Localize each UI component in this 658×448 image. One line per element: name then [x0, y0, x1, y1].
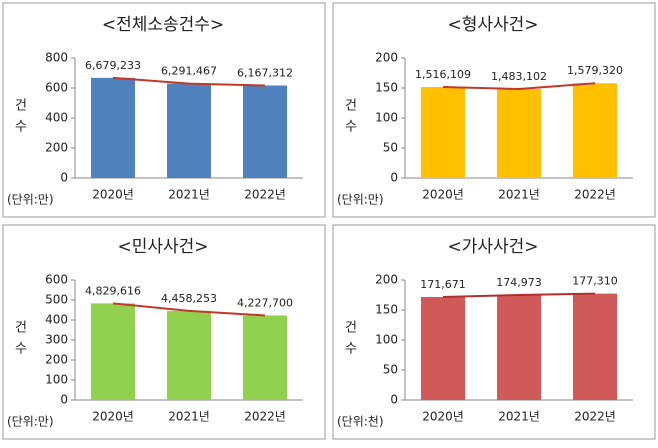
bar: [91, 303, 135, 400]
y-tick-label: 200: [45, 141, 68, 155]
y-axis-label: 건수: [12, 98, 27, 140]
bar: [421, 87, 465, 178]
y-tick-label: 200: [375, 273, 398, 287]
x-tick-label: 2021년: [168, 188, 210, 202]
panel-border: [332, 2, 656, 218]
x-tick-label: 2020년: [422, 410, 464, 424]
value-label: 4,829,616: [85, 284, 141, 297]
y-tick-label: 150: [375, 81, 398, 95]
y-tick-label: 800: [45, 51, 68, 65]
y-tick-label: 600: [45, 273, 68, 287]
x-tick-label: 2021년: [168, 410, 210, 424]
unit-label: (단위:만): [337, 193, 384, 207]
bar: [497, 295, 541, 400]
y-tick-label: 500: [45, 293, 68, 307]
y-tick-label: 600: [45, 81, 68, 95]
trend-line: [442, 292, 596, 298]
y-tick-label: 0: [60, 171, 68, 185]
x-tick-label: 2022년: [244, 410, 286, 424]
x-tick-label: 2022년: [574, 410, 616, 424]
x-tick-label: 2020년: [92, 410, 134, 424]
y-tick-label: 100: [45, 373, 68, 387]
bar: [243, 85, 287, 178]
trend-line: [442, 82, 596, 91]
value-label: 1,516,109: [415, 68, 471, 81]
value-label: 6,679,233: [85, 59, 141, 72]
y-tick-label: 100: [375, 111, 398, 125]
value-label: 174,973: [496, 276, 542, 289]
chart-title: <전체소송건수>: [102, 15, 224, 35]
y-tick-label: 50: [383, 141, 398, 155]
unit-label: (단위:만): [7, 415, 54, 429]
y-tick-label: 150: [375, 303, 398, 317]
y-tick-label: 200: [45, 353, 68, 367]
bar: [167, 83, 211, 178]
bar: [573, 293, 617, 400]
value-label: 177,310: [572, 275, 618, 288]
value-label: 4,227,700: [237, 296, 293, 309]
panel-border: [2, 224, 326, 440]
x-tick-label: 2020년: [422, 188, 464, 202]
unit-label: (단위:천): [337, 414, 384, 429]
bar: [421, 296, 465, 400]
y-axis-label: 건수: [342, 320, 357, 362]
y-tick-label: 0: [60, 393, 68, 407]
y-tick-label: 400: [45, 111, 68, 125]
value-label: 1,483,102: [491, 70, 547, 83]
y-tick-label: 50: [383, 363, 398, 377]
panel-border: [2, 2, 326, 218]
y-axis-label: 건수: [12, 320, 27, 362]
x-tick-label: 2021년: [498, 188, 540, 202]
y-tick-label: 200: [375, 51, 398, 65]
unit-label: (단위:만): [7, 193, 54, 207]
value-label: 171,671: [420, 278, 466, 291]
y-tick-label: 400: [45, 313, 68, 327]
chart-title: <형사사건>: [447, 15, 538, 35]
y-tick-label: 0: [390, 393, 398, 407]
bar: [497, 89, 541, 178]
trend-line: [112, 302, 266, 317]
value-label: 1,579,320: [567, 64, 623, 77]
y-tick-label: 300: [45, 333, 68, 347]
panel-border: [332, 224, 656, 440]
bar: [91, 77, 135, 178]
bar: [573, 83, 617, 178]
x-tick-label: 2020년: [92, 188, 134, 202]
x-tick-label: 2022년: [574, 188, 616, 202]
y-tick-label: 100: [375, 333, 398, 347]
chart-title: <민사사건>: [117, 237, 208, 257]
y-tick-label: 0: [390, 171, 398, 185]
trend-line: [112, 76, 266, 87]
bar: [167, 310, 211, 400]
x-tick-label: 2021년: [498, 410, 540, 424]
value-label: 6,291,467: [161, 65, 217, 78]
y-axis-label: 건수: [342, 98, 357, 140]
x-tick-label: 2022년: [244, 188, 286, 202]
value-label: 4,458,253: [161, 292, 217, 305]
value-label: 6,167,312: [237, 66, 293, 79]
chart-title: <가사사건>: [447, 237, 538, 257]
bar: [243, 315, 287, 400]
